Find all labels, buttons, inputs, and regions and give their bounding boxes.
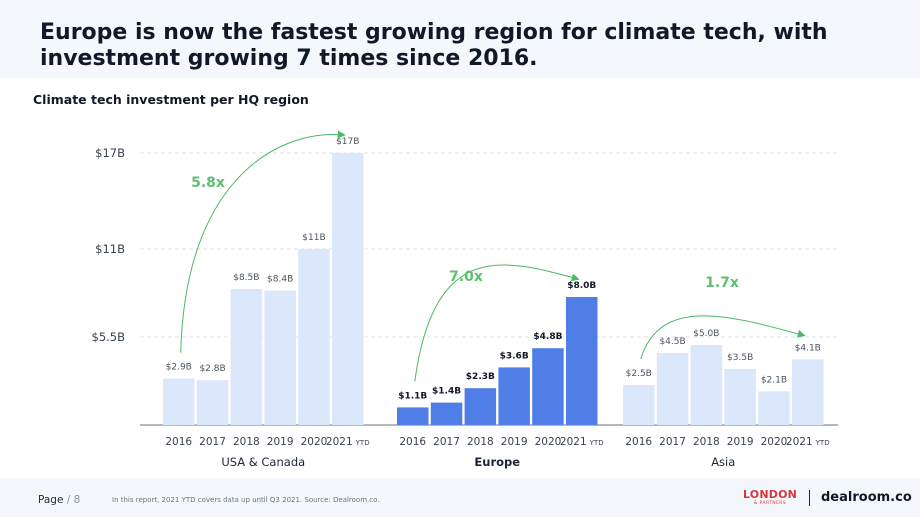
usa-canada-bar-2020 — [298, 249, 330, 425]
europe-growth-arrow — [414, 264, 580, 382]
usa-canada-tick-label-2017: 2017 — [199, 436, 226, 448]
usa-canada-group-label: USA & Canada — [221, 455, 305, 469]
asia-data-label-2021: $4.1B — [795, 343, 821, 353]
usa-canada-data-label-2016: $2.9B — [166, 363, 192, 373]
page-number: 8 — [73, 494, 81, 506]
asia-multiplier-label: 1.7x — [705, 275, 739, 291]
london-partners-logo: LONDON & PARTNERS — [742, 489, 798, 507]
usa-canada-tick-label-2019: 2019 — [267, 436, 294, 448]
footnote: In this report, 2021 YTD covers data up … — [112, 496, 380, 504]
header-band — [0, 0, 920, 78]
usa-canada-bar-2021 — [332, 153, 364, 425]
usa-canada-tick-label-2020: 2020 — [301, 436, 328, 448]
asia-bar-2020 — [758, 391, 790, 425]
europe-group-label: Europe — [474, 455, 520, 469]
y-tick-label-0: $5.5B — [92, 330, 126, 344]
europe-bar-2019 — [498, 367, 530, 425]
europe-data-label-2016: $1.1B — [398, 391, 427, 401]
asia-tick-label-2020: 2020 — [761, 436, 788, 448]
usa-canada-bar-2019 — [264, 290, 296, 425]
europe-tick-label-2019: 2019 — [501, 436, 528, 448]
europe-bar-2021 — [566, 297, 598, 425]
usa-canada-tick-label-2021: 2021 YTD — [326, 436, 370, 448]
dealroom-logo: dealroom.co — [821, 490, 912, 505]
usa-canada-tick-label-2016: 2016 — [165, 436, 192, 448]
asia-data-label-2016: $2.5B — [626, 369, 652, 379]
asia-bar-2019 — [724, 369, 756, 425]
usa-canada-data-label-2019: $8.4B — [267, 275, 293, 285]
usa-canada-data-label-2017: $2.8B — [199, 364, 225, 374]
asia-tick-label-2018: 2018 — [693, 436, 720, 448]
investment-bar-chart: $5.5B $11B $17B $2.9B 2016 $2.8B 2017 $8.5B 2018… — [92, 130, 838, 469]
asia-group-label: Asia — [711, 455, 735, 469]
europe-data-label-2020: $4.8B — [533, 332, 562, 342]
y-tick-label-2: $17B — [95, 146, 125, 160]
europe-data-label-2021: $8.0B — [567, 281, 596, 291]
asia-growth-arrow — [640, 315, 806, 360]
london-partners-logo-secondary: & PARTNERS — [753, 501, 787, 506]
europe-multiplier-label: 7.0x — [449, 269, 483, 285]
y-tick-label-1: $11B — [95, 242, 125, 256]
asia-bar-2016 — [623, 385, 655, 425]
usa-canada-growth-arrow — [180, 130, 346, 353]
europe-tick-label-2021: 2021 YTD — [560, 436, 604, 448]
asia-data-label-2020: $2.1B — [761, 375, 787, 385]
usa-canada-data-label-2020: $11B — [302, 233, 325, 243]
usa-canada-multiplier-label: 5.8x — [191, 175, 225, 191]
asia-tick-label-2016: 2016 — [625, 436, 652, 448]
europe-tick-label-2017: 2017 — [433, 436, 460, 448]
asia-data-label-2017: $4.5B — [659, 337, 685, 347]
europe-tick-label-2018: 2018 — [467, 436, 494, 448]
europe-bar-2018 — [464, 388, 497, 425]
europe-data-label-2017: $1.4B — [432, 387, 461, 397]
usa-canada-bar-2016 — [163, 378, 195, 425]
page-separator: / — [66, 494, 71, 506]
usa-canada-bar-2018 — [230, 289, 263, 425]
europe-bar-2017 — [430, 402, 463, 425]
asia-tick-label-2017: 2017 — [659, 436, 686, 448]
asia-tick-label-2019: 2019 — [727, 436, 754, 448]
logo-divider — [809, 490, 810, 506]
asia-data-label-2019: $3.5B — [727, 353, 753, 363]
usa-canada-bar-2017 — [196, 380, 229, 425]
footer-band — [0, 478, 920, 517]
europe-data-label-2018: $2.3B — [466, 372, 495, 382]
asia-data-label-2018: $5.0B — [693, 329, 719, 339]
usa-canada-data-label-2021: $17B — [336, 137, 359, 147]
europe-bar-2020 — [532, 348, 564, 425]
usa-canada-data-label-2018: $8.5B — [233, 273, 259, 283]
asia-bar-2018 — [690, 345, 723, 425]
europe-bar-2016 — [397, 407, 429, 425]
asia-bar-2021 — [792, 359, 824, 425]
asia-tick-label-2021: 2021 YTD — [786, 436, 830, 448]
page-word: Page — [38, 494, 64, 506]
europe-data-label-2019: $3.6B — [500, 351, 529, 361]
europe-tick-label-2020: 2020 — [535, 436, 562, 448]
london-partners-logo-primary: LONDON — [742, 488, 798, 501]
europe-tick-label-2016: 2016 — [399, 436, 426, 448]
usa-canada-tick-label-2018: 2018 — [233, 436, 260, 448]
page-headline: Europe is now the fastest growing region… — [40, 20, 828, 71]
chart-title: Climate tech investment per HQ region — [33, 92, 309, 107]
page-indicator: Page / 8 — [38, 494, 80, 506]
asia-bar-2017 — [656, 353, 689, 425]
